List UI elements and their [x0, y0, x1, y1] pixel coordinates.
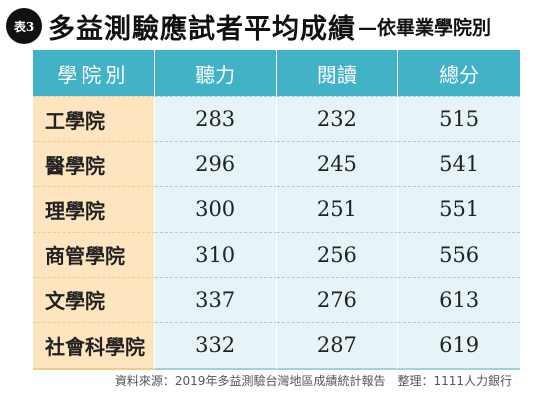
- listening-cell: 300: [154, 186, 277, 232]
- listening-cell: 310: [154, 231, 277, 277]
- header-total: 總分: [398, 50, 520, 96]
- header-reading: 閱讀: [276, 50, 399, 96]
- table-row: 社會科學院 332 287 619: [33, 321, 520, 370]
- header-college: 學院別: [33, 50, 155, 96]
- college-cell: 理學院: [33, 186, 155, 232]
- source-note: 資料來源：2019年多益測驗台灣地區成績統計報告 整理：1111人力銀行: [115, 372, 512, 389]
- listening-cell: 283: [154, 96, 277, 142]
- total-cell: 556: [398, 231, 520, 277]
- total-cell: 541: [398, 141, 520, 187]
- total-cell: 515: [398, 96, 520, 142]
- college-cell: 商管學院: [33, 231, 155, 277]
- page-title: 多益測驗應試者平均成績: [48, 13, 356, 45]
- listening-cell: 332: [154, 321, 277, 370]
- reading-cell: 245: [276, 141, 399, 187]
- college-cell: 文學院: [33, 276, 155, 322]
- table-row: 醫學院 296 245 541: [33, 141, 520, 187]
- reading-cell: 251: [276, 186, 399, 232]
- reading-cell: 232: [276, 96, 399, 142]
- total-cell: 551: [398, 186, 520, 232]
- listening-cell: 296: [154, 141, 277, 187]
- score-table: 學院別 聽力 閱讀 總分 工學院 283 232 515 醫學院 296 245…: [33, 50, 520, 370]
- table-row: 理學院 300 251 551: [33, 186, 520, 232]
- college-cell: 社會科學院: [33, 321, 155, 370]
- table-row: 工學院 283 232 515: [33, 96, 520, 142]
- table-number-badge: 表3: [6, 8, 42, 44]
- reading-cell: 276: [276, 276, 399, 322]
- header-listening: 聽力: [154, 50, 277, 96]
- college-cell: 工學院: [33, 96, 155, 142]
- compiled-by-text: 整理：1111人力銀行: [397, 374, 512, 388]
- source-text: 資料來源：2019年多益測驗台灣地區成績統計報告: [114, 374, 386, 388]
- college-cell: 醫學院: [33, 141, 155, 187]
- total-cell: 619: [398, 321, 520, 370]
- total-cell: 613: [398, 276, 520, 322]
- table-row: 文學院 337 276 613: [33, 276, 520, 322]
- page-subtitle: —依畢業學院別: [358, 16, 492, 39]
- title-row: 表3 多益測驗應試者平均成績 —依畢業學院別: [6, 4, 530, 48]
- listening-cell: 337: [154, 276, 277, 322]
- reading-cell: 287: [276, 321, 399, 370]
- reading-cell: 256: [276, 231, 399, 277]
- table-row: 商管學院 310 256 556: [33, 231, 520, 277]
- header-row: 學院別 聽力 閱讀 總分: [33, 50, 520, 96]
